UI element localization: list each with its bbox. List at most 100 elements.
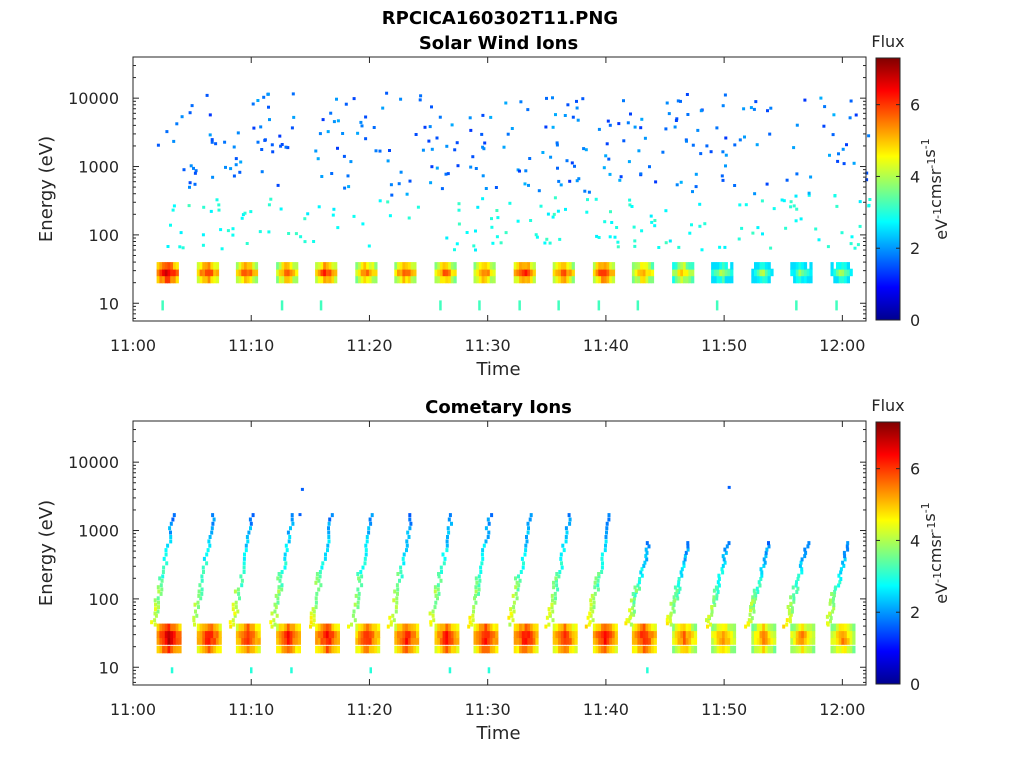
- data-cell: [429, 181, 433, 185]
- data-cell: [722, 268, 726, 277]
- data-cell: [648, 637, 652, 645]
- data-cell: [795, 580, 798, 585]
- data-cell: [473, 630, 477, 639]
- data-cell: [650, 637, 655, 645]
- data-cell: [492, 262, 496, 270]
- data-cell: [358, 268, 362, 277]
- colorbar-title: Flux: [871, 32, 904, 51]
- data-cell: [399, 570, 403, 574]
- data-cell: [156, 596, 160, 601]
- data-cell: [693, 645, 698, 654]
- data-cell: [303, 217, 307, 221]
- data-cell: [552, 212, 556, 216]
- data-cell: [832, 593, 836, 598]
- data-cell: [552, 585, 556, 590]
- data-cell: [711, 623, 715, 632]
- data-cell: [752, 588, 756, 593]
- data-cell: [640, 268, 644, 277]
- data-cell: [519, 275, 523, 284]
- data-cell: [629, 112, 632, 116]
- x-tick-label: 11:30: [465, 336, 511, 355]
- data-cell: [199, 645, 203, 654]
- data-cell: [473, 637, 477, 645]
- data-cell: [353, 602, 357, 607]
- data-cell: [360, 637, 364, 645]
- data-cell: [328, 517, 332, 522]
- data-cell: [175, 645, 179, 654]
- data-cell: [289, 623, 293, 632]
- data-cell: [276, 275, 280, 284]
- data-cell: [676, 99, 680, 103]
- data-cell: [407, 216, 411, 220]
- data-cell: [453, 637, 457, 645]
- data-cell: [848, 116, 852, 120]
- data-cell: [315, 572, 319, 576]
- data-cell: [202, 262, 206, 270]
- data-cell: [193, 622, 196, 627]
- data-cell: [315, 637, 319, 645]
- data-cell: [192, 618, 196, 623]
- data-cell: [195, 613, 199, 618]
- data-cell: [668, 616, 672, 621]
- data-cell: [229, 167, 233, 171]
- data-cell: [405, 623, 409, 632]
- data-cell: [494, 186, 498, 189]
- data-cell: [631, 630, 636, 639]
- data-cell: [199, 637, 203, 645]
- data-cell: [551, 96, 554, 100]
- data-cell: [828, 611, 832, 616]
- data-cell: [694, 172, 698, 176]
- data-cell: [819, 96, 823, 100]
- data-cell: [278, 578, 282, 583]
- data-cell: [278, 275, 282, 284]
- data-cell: [760, 199, 764, 203]
- data-cell: [751, 598, 755, 603]
- data-cell: [502, 145, 506, 149]
- data-cell: [394, 605, 398, 610]
- data-cell: [773, 623, 777, 632]
- data-cell: [248, 517, 252, 522]
- data-cell: [439, 565, 443, 570]
- data-cell: [614, 623, 618, 632]
- data-cell: [468, 615, 472, 620]
- data-cell: [637, 275, 641, 284]
- data-cell: [616, 240, 620, 244]
- data-cell: [453, 630, 457, 639]
- y-tick-label: 1000: [78, 158, 119, 177]
- data-cell: [688, 262, 692, 270]
- data-cell: [205, 623, 209, 632]
- data-cell: [838, 630, 842, 639]
- data-cell: [317, 623, 321, 632]
- data-cell: [487, 275, 491, 284]
- data-cell: [716, 637, 720, 645]
- data-cell: [732, 623, 737, 632]
- data-cell: [838, 580, 842, 585]
- data-cell: [560, 275, 565, 284]
- data-cell: [292, 623, 296, 632]
- x-tick-label: 11:00: [110, 700, 156, 719]
- data-cell: [394, 630, 398, 639]
- data-cell: [723, 93, 727, 97]
- data-cell: [238, 596, 241, 601]
- data-cell: [524, 169, 528, 173]
- data-cell: [524, 268, 528, 277]
- data-cell: [207, 262, 211, 270]
- data-cell: [419, 94, 423, 98]
- data-cell: [727, 275, 731, 284]
- data-cell: [516, 645, 520, 654]
- data-cell: [238, 170, 242, 174]
- data-cell: [254, 275, 259, 284]
- data-cell: [434, 645, 438, 654]
- data-cell: [499, 241, 503, 245]
- data-cell: [244, 548, 248, 553]
- data-cell: [712, 588, 716, 593]
- data-cell: [470, 622, 474, 627]
- data-cell: [276, 268, 280, 277]
- data-cell: [295, 637, 299, 645]
- data-cell: [683, 557, 687, 562]
- data-cell: [675, 117, 679, 121]
- data-cell: [722, 275, 726, 284]
- data-cell: [787, 611, 791, 616]
- data-cell: [674, 637, 678, 645]
